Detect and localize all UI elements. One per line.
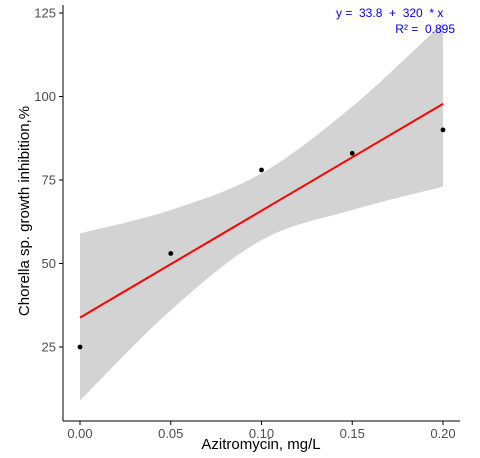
fit-line	[79, 102, 444, 319]
x-tick-label: 0.05	[158, 426, 183, 441]
equation-annotation: y = 33.8 + 320 * x	[336, 6, 443, 20]
x-tick-label: 0.15	[340, 426, 365, 441]
x-tick-label: 0.00	[67, 426, 92, 441]
fit-line-layer	[79, 102, 444, 319]
data-point	[259, 167, 264, 173]
x-tick-label: 0.20	[430, 426, 455, 441]
data-point	[168, 251, 174, 256]
x-tick-label: 0.10	[249, 426, 274, 441]
r-squared-annotation: R² = 0.895	[395, 22, 455, 36]
y-tick-label: 25	[42, 340, 56, 355]
x-ticks-layer: 0.00 0.05 0.10 0.15 0.20	[67, 421, 456, 441]
y-tick-label: 100	[34, 89, 56, 104]
data-point	[77, 344, 83, 350]
y-ticks-layer: 25 50 75 100 125	[34, 6, 63, 355]
y-axis-title: Chorella sp. growth inhibition,%	[16, 106, 33, 316]
data-point	[440, 127, 446, 133]
points-layer	[77, 127, 446, 350]
y-tick-label: 125	[34, 6, 56, 21]
y-tick-label: 75	[42, 173, 56, 188]
y-tick-label: 50	[42, 256, 56, 271]
data-point	[349, 150, 355, 156]
x-axis-title: Azitromycin, mg/L	[201, 436, 320, 453]
